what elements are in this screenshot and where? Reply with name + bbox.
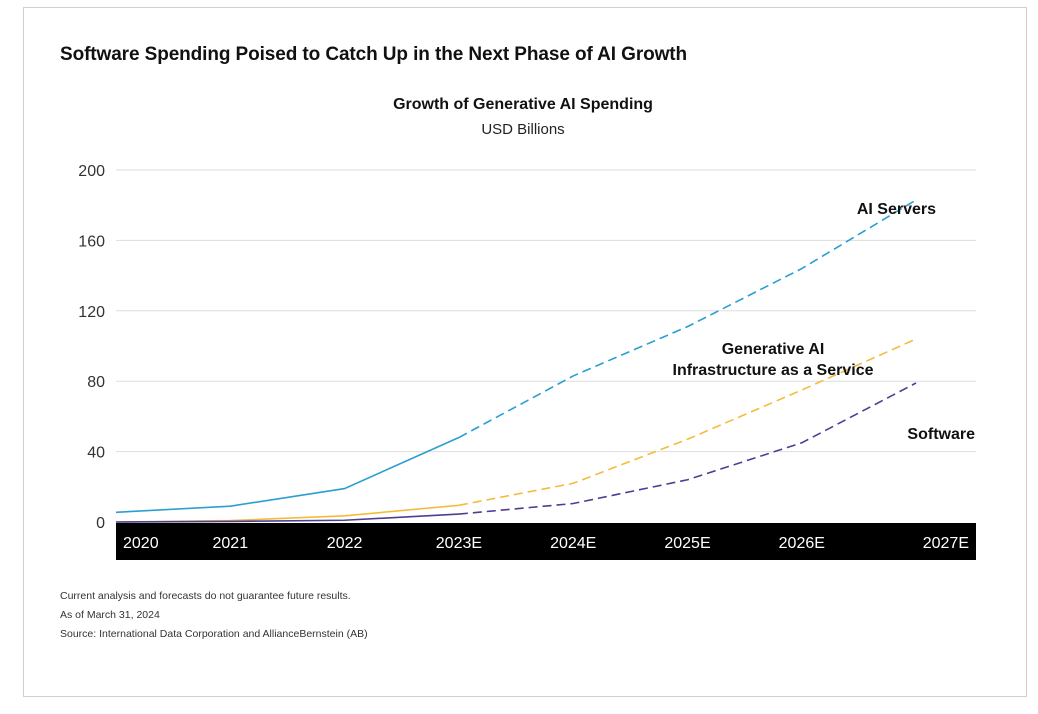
source-note: Source: International Data Corporation a… — [60, 628, 368, 640]
grid-lines — [116, 169, 976, 453]
series-line-ai-servers-forecast — [458, 199, 917, 439]
x-tick-label: 2020 — [123, 535, 159, 552]
y-tick-label: 200 — [78, 163, 105, 180]
x-tick-label: 2025E — [664, 535, 710, 552]
disclaimer-note: Current analysis and forecasts do not gu… — [60, 590, 351, 602]
series-labels: AI Servers Generative AI Infrastructure as… — [673, 201, 976, 443]
x-axis-band — [116, 523, 976, 560]
y-tick-label: 40 — [87, 445, 105, 462]
series-line-software-forecast — [458, 382, 917, 515]
series-line-generative-ai-infrastructure-as-a-service-forecast — [458, 338, 917, 507]
y-tick-label: 0 — [96, 515, 105, 532]
x-axis-ticks: 2020 2021 2022 2023E 2024E 2025E 2026E 2027E — [123, 535, 969, 552]
y-axis-ticks: 0 40 80 120 160 200 — [78, 163, 105, 532]
series-line-ai-servers-actual — [115, 436, 460, 514]
page-title: Software Spending Poised to Catch Up in … — [60, 44, 688, 65]
chart-frame — [23, 7, 1027, 697]
series-label: Software — [907, 426, 975, 443]
date-note: As of March 31, 2024 — [60, 609, 160, 621]
y-tick-label: 120 — [78, 304, 105, 321]
series-label: AI Servers — [857, 201, 936, 218]
x-tick-label: 2024E — [550, 535, 596, 552]
y-tick-label: 80 — [87, 374, 105, 391]
series-line-software-actual — [115, 513, 459, 523]
series-lines — [115, 199, 917, 523]
series-line-generative-ai-infrastructure-as-a-service-actual — [115, 504, 459, 523]
x-tick-label: 2022 — [327, 535, 363, 552]
y-tick-label: 160 — [78, 233, 105, 250]
chart-title: Growth of Generative AI Spending — [393, 96, 653, 113]
x-tick-label: 2021 — [213, 535, 249, 552]
chart-notes: Current analysis and forecasts do not gu… — [60, 587, 368, 644]
series-label: Generative AI Infrastructure as a Service — [673, 341, 874, 379]
x-tick-label: 2027E — [923, 535, 969, 552]
x-tick-label: 2023E — [436, 535, 482, 552]
x-tick-label: 2026E — [779, 535, 825, 552]
chart-subtitle: USD Billions — [481, 121, 565, 138]
